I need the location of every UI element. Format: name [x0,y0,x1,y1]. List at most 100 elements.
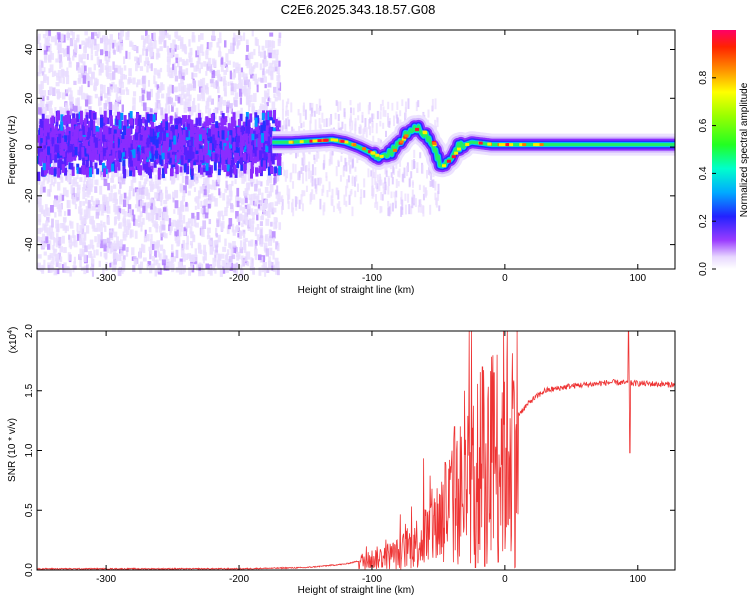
spectrogram-cell [250,208,254,216]
spectrogram-cell [148,212,152,222]
spectrogram-cell [243,232,246,239]
spectrogram-cell [63,247,67,253]
spectrogram-cell [242,206,246,214]
spectrogram-cell [345,200,348,207]
spectrogram-cell [73,256,76,264]
spectrogram-cell [69,107,73,116]
spectrogram-cell [261,97,265,103]
spectrogram-cell [380,179,383,186]
spectrogram-cell [108,51,111,59]
spectrogram-cell [58,47,61,53]
spectrogram-cell [82,157,86,166]
spectrogram-cell [145,161,149,169]
spectrogram-cell [164,254,167,264]
spectrogram-cell [87,80,90,88]
spectrogram-cell [107,86,110,95]
spectrogram-cell [62,222,66,231]
spectrogram-cell [94,93,98,99]
spectrogram-cell [305,170,308,182]
spectrogram-cell [113,231,118,238]
spectrogram-cell [141,149,145,158]
spectrogram-cell [164,214,167,221]
spectrogram-cell [224,207,228,212]
spectrogram-cell [181,86,185,96]
spectrogram-cell [144,229,147,238]
spectrogram-cell [230,123,234,133]
spectrogram-cell [92,167,96,174]
spectrogram-cell [226,168,230,177]
spectrogram-cell [206,177,210,186]
spectrogram-cell [349,190,352,197]
spectrogram-cell [274,201,278,206]
spectrogram-cell [60,47,65,54]
spectrogram-cell [167,87,171,97]
spectrogram-cell [144,36,148,44]
spectrogram-cell [123,125,127,135]
spectrogram-cell [146,192,151,200]
spectrogram-cell [269,247,273,256]
spectrogram-cell [265,60,269,67]
spectrogram-cell [380,192,383,201]
spectrogram-cell [117,45,121,52]
spectrogram-cell [94,179,97,185]
spectrogram-cell [241,255,244,261]
spectrogram-cell [155,227,159,233]
spectrogram-cell [157,263,161,272]
spectrogram-cell [257,77,261,82]
spectrogram-cell [158,88,162,93]
spectrogram-cell [331,188,334,199]
spectrogram-cell [237,110,241,118]
spectrogram-cell [127,140,131,148]
spectrogram-cell [181,72,185,81]
spectrogram-cell [69,37,74,47]
spectrogram-cell [149,113,153,121]
spectrogram-cell [112,42,115,49]
spectrogram-cell [162,211,165,219]
spectrogram-cell [223,61,227,67]
spectrogram-cell [349,164,352,174]
spectrogram-cell [176,45,180,50]
spectrogram-cell [215,80,219,89]
spectrogram-cell [214,198,218,207]
spectrogram-cell [156,131,160,140]
spectrogram-cell [43,67,46,73]
spectrogram-cell [218,188,221,196]
spectrogram-cell [69,244,72,250]
spectrogram-cell [268,40,271,47]
spectrogram-cell [142,40,146,48]
spectrogram-cell [269,184,274,193]
spectrogram-cell [233,120,237,127]
spectrogram-cell [123,225,127,233]
spectrogram-cell [217,164,221,172]
spectrogram-cell [250,168,254,179]
spectrogram-cell [265,218,270,226]
spectrogram-cell [73,265,77,270]
spectrogram-cell [203,189,207,196]
spectrogram-cell [183,44,187,54]
spectrogram-cell [111,228,115,233]
spectrogram-cell [61,264,65,269]
spectrogram-cell [140,243,144,252]
spectrogram-cell [224,40,227,48]
spectrogram-cell [205,167,209,176]
spectrogram-cell [384,177,387,184]
spectrogram-cell [334,112,337,120]
spectrogram-cell [379,205,382,214]
spectrogram-cell [173,149,177,157]
spectrogram-cell [61,194,65,201]
spectrogram-cell [217,259,221,268]
spectrogram-cell [339,175,342,182]
spectrogram-cell [194,248,197,257]
spectrogram-cell [209,265,212,275]
spectrogram-cell [74,118,78,129]
spectrogram-cell [275,175,279,182]
spectrogram-cell [179,117,183,126]
spectrogram-cell [212,142,216,152]
spectrogram-cell [49,51,53,60]
spectrogram-cell [82,218,86,225]
spectrogram-cell [97,31,101,37]
spectrogram-cell [335,166,338,177]
spectrogram-cell [112,251,116,259]
spectrogram-cell [157,251,161,258]
spectrogram-cell [47,124,51,133]
